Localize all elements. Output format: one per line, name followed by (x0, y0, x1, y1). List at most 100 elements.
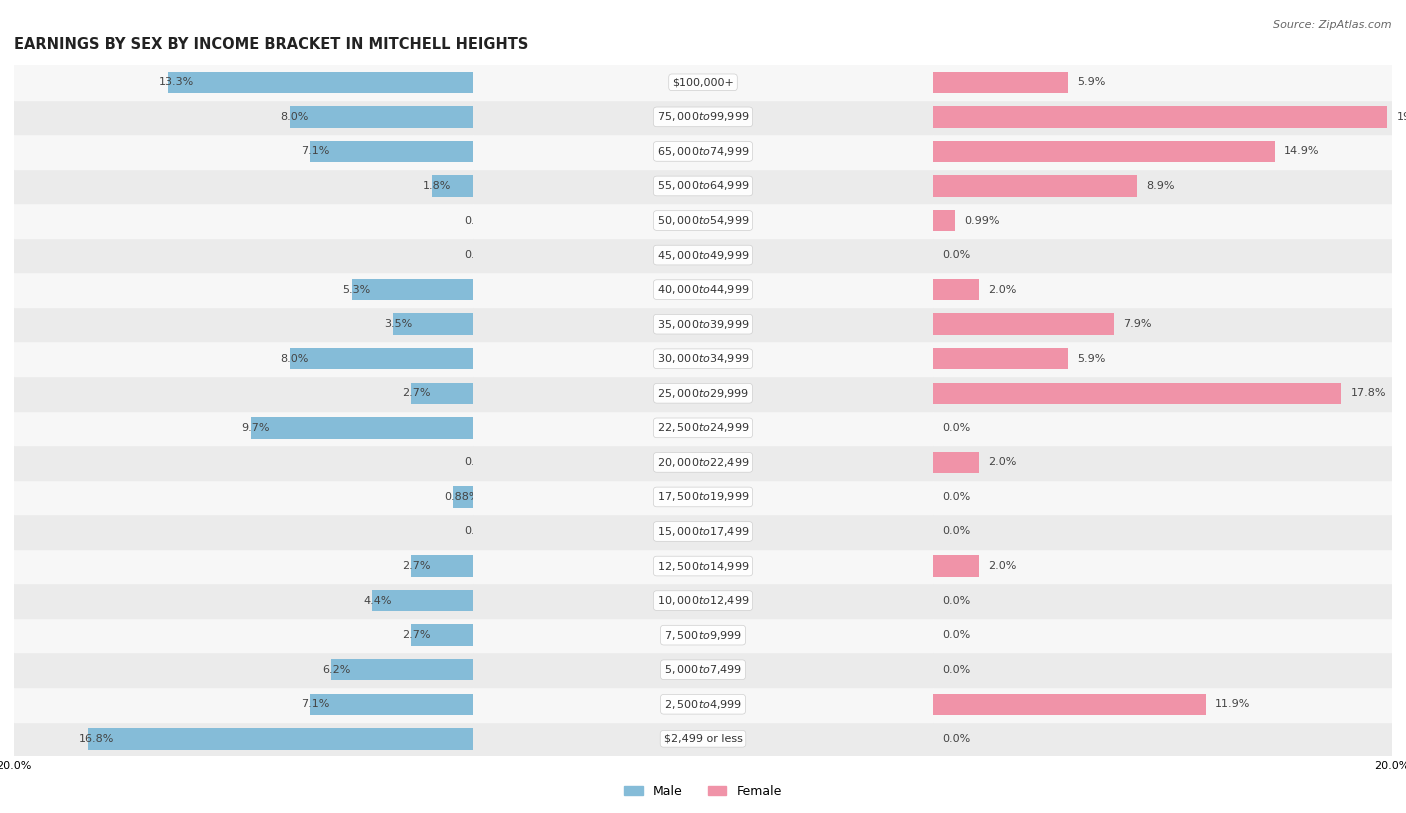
Text: 0.0%: 0.0% (464, 215, 492, 225)
Bar (311, 693, 474, 715)
Bar (474, 618, 932, 652)
Text: 0.0%: 0.0% (942, 734, 970, 744)
Bar (932, 341, 1392, 376)
Bar (14, 411, 474, 446)
Text: 5.9%: 5.9% (1077, 354, 1105, 363)
Bar (474, 549, 932, 584)
Text: 2.0%: 2.0% (988, 285, 1017, 294)
Text: 0.0%: 0.0% (464, 527, 492, 537)
Text: EARNINGS BY SEX BY INCOME BRACKET IN MITCHELL HEIGHTS: EARNINGS BY SEX BY INCOME BRACKET IN MIT… (14, 37, 529, 51)
Text: $15,000 to $17,499: $15,000 to $17,499 (657, 525, 749, 538)
Bar (290, 107, 474, 128)
Text: $17,500 to $19,999: $17,500 to $19,999 (657, 490, 749, 503)
Text: 7.1%: 7.1% (301, 146, 329, 156)
Bar (932, 618, 1392, 652)
Text: $5,000 to $7,499: $5,000 to $7,499 (664, 663, 742, 676)
Bar (14, 341, 474, 376)
Text: $55,000 to $64,999: $55,000 to $64,999 (657, 180, 749, 193)
Bar (432, 176, 474, 197)
Bar (14, 65, 474, 99)
Text: 4.4%: 4.4% (363, 596, 392, 606)
Bar (932, 515, 1392, 549)
Bar (932, 141, 1275, 162)
Text: 0.0%: 0.0% (464, 250, 492, 260)
Bar (932, 272, 1392, 307)
Text: 6.2%: 6.2% (322, 665, 350, 675)
Bar (932, 99, 1392, 134)
Text: 3.5%: 3.5% (384, 320, 412, 329)
Legend: Male, Female: Male, Female (619, 780, 787, 802)
Text: 0.0%: 0.0% (942, 527, 970, 537)
Bar (14, 446, 474, 480)
Bar (474, 99, 932, 134)
Text: 2.7%: 2.7% (402, 630, 430, 640)
Bar (474, 652, 932, 687)
Bar (932, 383, 1341, 404)
Bar (474, 169, 932, 203)
Bar (474, 237, 932, 272)
Text: 0.0%: 0.0% (942, 665, 970, 675)
Bar (14, 169, 474, 203)
Text: 5.3%: 5.3% (343, 285, 371, 294)
Bar (14, 307, 474, 341)
Bar (932, 446, 1392, 480)
Text: 7.9%: 7.9% (1123, 320, 1152, 329)
Bar (373, 590, 474, 611)
Text: $7,500 to $9,999: $7,500 to $9,999 (664, 628, 742, 641)
Bar (474, 411, 932, 446)
Bar (474, 376, 932, 411)
Bar (14, 237, 474, 272)
Bar (14, 203, 474, 237)
Bar (932, 169, 1392, 203)
Text: $12,500 to $14,999: $12,500 to $14,999 (657, 559, 749, 572)
Bar (14, 722, 474, 756)
Text: $75,000 to $99,999: $75,000 to $99,999 (657, 111, 749, 124)
Text: 2.7%: 2.7% (402, 561, 430, 571)
Text: $2,499 or less: $2,499 or less (664, 734, 742, 744)
Bar (932, 687, 1392, 722)
Text: $40,000 to $44,999: $40,000 to $44,999 (657, 283, 749, 296)
Bar (932, 176, 1137, 197)
Bar (474, 134, 932, 169)
Text: 2.7%: 2.7% (402, 389, 430, 398)
Text: 8.0%: 8.0% (280, 354, 309, 363)
Bar (412, 624, 474, 646)
Bar (932, 652, 1392, 687)
Bar (14, 480, 474, 515)
Text: 0.99%: 0.99% (965, 215, 1000, 225)
Bar (932, 107, 1388, 128)
Bar (932, 693, 1206, 715)
Text: 2.0%: 2.0% (988, 458, 1017, 467)
Text: Source: ZipAtlas.com: Source: ZipAtlas.com (1274, 20, 1392, 30)
Text: $100,000+: $100,000+ (672, 77, 734, 87)
Bar (932, 452, 979, 473)
Text: 11.9%: 11.9% (1215, 699, 1250, 709)
Bar (474, 584, 932, 618)
Bar (474, 446, 932, 480)
Bar (932, 210, 956, 231)
Text: 8.0%: 8.0% (280, 112, 309, 122)
Bar (932, 348, 1069, 369)
Bar (392, 314, 474, 335)
Text: 16.8%: 16.8% (79, 734, 114, 744)
Bar (14, 134, 474, 169)
Bar (474, 722, 932, 756)
Bar (932, 279, 979, 300)
Text: $22,500 to $24,999: $22,500 to $24,999 (657, 421, 749, 434)
Bar (290, 348, 474, 369)
Bar (932, 307, 1392, 341)
Bar (412, 383, 474, 404)
Bar (932, 555, 979, 576)
Text: $10,000 to $12,499: $10,000 to $12,499 (657, 594, 749, 607)
Bar (352, 279, 474, 300)
Bar (311, 141, 474, 162)
Bar (474, 65, 932, 99)
Bar (932, 376, 1392, 411)
Text: $25,000 to $29,999: $25,000 to $29,999 (657, 387, 749, 400)
Bar (932, 65, 1392, 99)
Text: $50,000 to $54,999: $50,000 to $54,999 (657, 214, 749, 227)
Bar (87, 728, 474, 750)
Text: $65,000 to $74,999: $65,000 to $74,999 (657, 145, 749, 158)
Bar (14, 549, 474, 584)
Text: 2.0%: 2.0% (988, 561, 1017, 571)
